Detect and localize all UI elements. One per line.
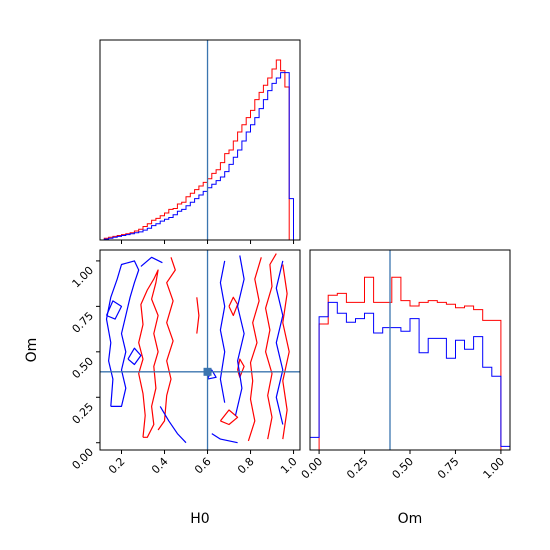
contour-series-2-line-8	[275, 260, 284, 425]
panel-h0-om-joint: 0.2 0.4 0.6 0.8 1.0 0.00 0.25 0.50 0.75 1.00	[70, 249, 301, 477]
x-axis-label-om: Om	[398, 511, 423, 527]
contour-series-2-line-10	[140, 256, 163, 267]
contour-series-1-line-7	[228, 296, 239, 317]
om-hist-frame	[309, 249, 511, 451]
contour-series-2-line-3	[127, 347, 142, 366]
contour-series-1-line-8	[237, 358, 245, 378]
contour-series-2-line-2	[105, 300, 123, 320]
h0-x-tick-label-4: 0.8	[235, 455, 257, 477]
om-y-tick-label-2: 0.25	[70, 400, 97, 427]
contour-series-2-line-4	[159, 406, 187, 444]
contour-series-1-line-3	[196, 297, 200, 334]
h0-x-tick-label-2: 0.4	[149, 455, 171, 477]
joint-contour-group	[105, 253, 290, 444]
truth-marker	[203, 367, 212, 376]
h0-x-tick-label-5: 1.0	[278, 455, 300, 477]
contour-series-1-line-9	[219, 409, 239, 426]
contour-series-2-line-7	[234, 255, 245, 416]
contour-series-2-line-1	[105, 260, 140, 407]
om-y-tick-label-5: 1.00	[70, 264, 97, 291]
contour-series-1-line-5	[265, 253, 277, 440]
om-x-tick-label-2: 0.25	[344, 455, 371, 482]
contour-series-2-line-6	[219, 260, 226, 403]
om-y-tick-label-1: 0.00	[70, 446, 97, 473]
om-histogram-series-1	[310, 276, 510, 451]
contour-series-2-line-5	[211, 433, 238, 444]
contour-series-1-line-1	[138, 269, 159, 438]
om-y-tick-label-3: 0.50	[70, 355, 97, 382]
h0-x-tick-label-3: 0.6	[192, 455, 214, 477]
panel-h0-marginal	[99, 39, 301, 244]
contour-series-1-line-4	[247, 257, 262, 442]
om-y-tick-label-4: 0.75	[70, 309, 97, 336]
h0-histogram-series-1	[100, 59, 294, 241]
contour-series-1-line-6	[282, 264, 290, 440]
om-x-tick-label-5: 1.00	[481, 455, 508, 482]
panel-om-marginal: 0.00 0.25 0.50 0.75 1.00	[299, 249, 511, 482]
h0-x-tick-label-1: 0.2	[106, 455, 128, 477]
h0-hist-frame	[99, 39, 301, 241]
om-x-tick-label-4: 0.75	[435, 455, 462, 482]
om-x-tick-label-1: 0.00	[299, 455, 326, 482]
y-axis-label-om: Om	[24, 338, 40, 363]
joint-frame	[99, 249, 301, 451]
om-x-tick-label-3: 0.50	[390, 455, 417, 482]
om-histogram-series-2	[309, 301, 511, 450]
h0-histogram-series-2	[100, 72, 294, 241]
x-axis-label-h0: H0	[190, 511, 209, 527]
contour-series-1-line-2	[157, 257, 176, 431]
